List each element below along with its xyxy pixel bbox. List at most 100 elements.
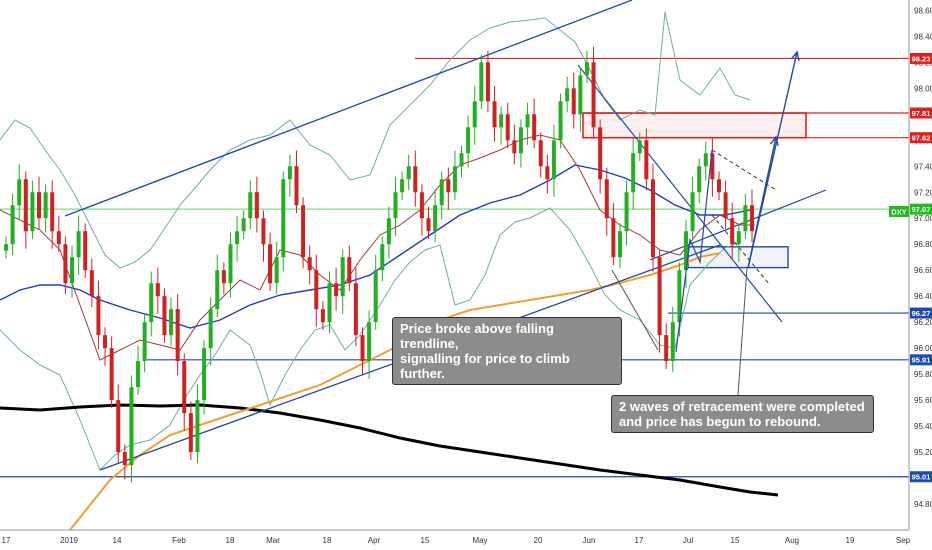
candle [76, 215, 81, 275]
candle-body [650, 179, 655, 258]
price-tag-6: 95.01 [910, 471, 932, 483]
candle-body [743, 205, 748, 232]
price-tick-16: 95.40 [914, 422, 932, 431]
time-tick-15: Aug [785, 536, 799, 545]
candle-body [380, 244, 385, 271]
candle-body [149, 283, 154, 323]
candle [518, 119, 523, 168]
price-tag-0: 98.23 [910, 52, 932, 64]
time-tick-13: Jul [683, 536, 693, 545]
time-tick-7: Apr [368, 536, 381, 545]
price-tick-0: 98.60 [914, 6, 932, 15]
candle [433, 189, 438, 243]
candle-body [89, 270, 94, 297]
candle-body [208, 309, 213, 349]
candle-body [43, 192, 48, 219]
candle-body [466, 127, 471, 154]
candle-body [228, 244, 233, 284]
time-tick-5: Mar [266, 536, 280, 545]
candle-body [485, 62, 490, 102]
candle-body [314, 270, 319, 310]
candle [446, 167, 451, 210]
candle [314, 254, 319, 327]
price-tick-8: 97.00 [914, 214, 932, 223]
candle [221, 262, 226, 295]
candle [4, 236, 8, 259]
candle [697, 158, 702, 204]
candle-body [532, 114, 537, 141]
candle [281, 171, 286, 272]
candle-body [340, 257, 345, 297]
candles [4, 46, 754, 483]
candle-body [334, 283, 339, 297]
candle-body [30, 192, 35, 232]
candle [703, 141, 708, 181]
price-tick-17: 95.20 [914, 448, 932, 457]
candle-body [360, 335, 365, 362]
candle-body [710, 153, 715, 180]
candle-body [664, 335, 669, 362]
instrument-tag: DXY [889, 206, 909, 217]
price-tick-9: 96.80 [914, 240, 932, 249]
candle [367, 310, 372, 379]
time-tick-3: Feb [172, 536, 186, 545]
price-tag-5: 95.91 [910, 354, 932, 366]
candle [307, 245, 312, 285]
candle [380, 236, 385, 282]
candle-body [23, 179, 28, 232]
candle [327, 271, 332, 334]
candle-body [169, 309, 174, 336]
candle [413, 150, 418, 207]
candle-body [558, 101, 563, 141]
price-tag-label: 96.27 [912, 309, 931, 318]
candle [195, 384, 200, 464]
price-tick-11: 96.40 [914, 292, 932, 301]
candle [261, 210, 266, 262]
candle-body [83, 231, 88, 271]
candle [235, 215, 240, 262]
candle [644, 128, 649, 191]
candle [241, 210, 246, 240]
candle-body [525, 114, 530, 128]
candle-body [307, 257, 312, 271]
candle [710, 137, 715, 197]
time-tick-6: 18 [323, 536, 332, 545]
candle-body [459, 153, 464, 167]
candle-body [281, 179, 286, 258]
price-tick-15: 95.60 [914, 396, 932, 405]
candle [657, 249, 662, 353]
candle-body [591, 62, 596, 128]
candle [63, 236, 68, 295]
candle [122, 444, 127, 480]
candle-body [37, 192, 42, 219]
candle [499, 106, 504, 145]
candle [182, 353, 187, 431]
candle-body [723, 192, 728, 219]
candle [301, 197, 306, 269]
candle-body [617, 231, 622, 258]
candle [565, 76, 570, 113]
candle-body [17, 179, 22, 206]
candle [129, 375, 134, 483]
candle-body [551, 140, 556, 180]
channel-top-line [64, 0, 633, 217]
price-tick-6: 97.40 [914, 162, 932, 171]
candle-body [703, 153, 708, 167]
time-tick-12: 17 [635, 536, 644, 545]
time-tick-8: 15 [421, 536, 430, 545]
candle [631, 137, 636, 210]
price-zones [582, 112, 807, 269]
candle-body [367, 322, 372, 362]
candle [611, 202, 616, 265]
candle-body [109, 348, 114, 401]
time-tick-11: Jun [583, 536, 596, 545]
candle-body [248, 192, 253, 219]
candle [386, 206, 391, 259]
candle [43, 184, 48, 233]
price-tick-12: 96.20 [914, 318, 932, 327]
candle [393, 176, 398, 236]
projection-arrow-short [747, 135, 779, 269]
candle [149, 271, 154, 337]
candle [353, 267, 358, 347]
